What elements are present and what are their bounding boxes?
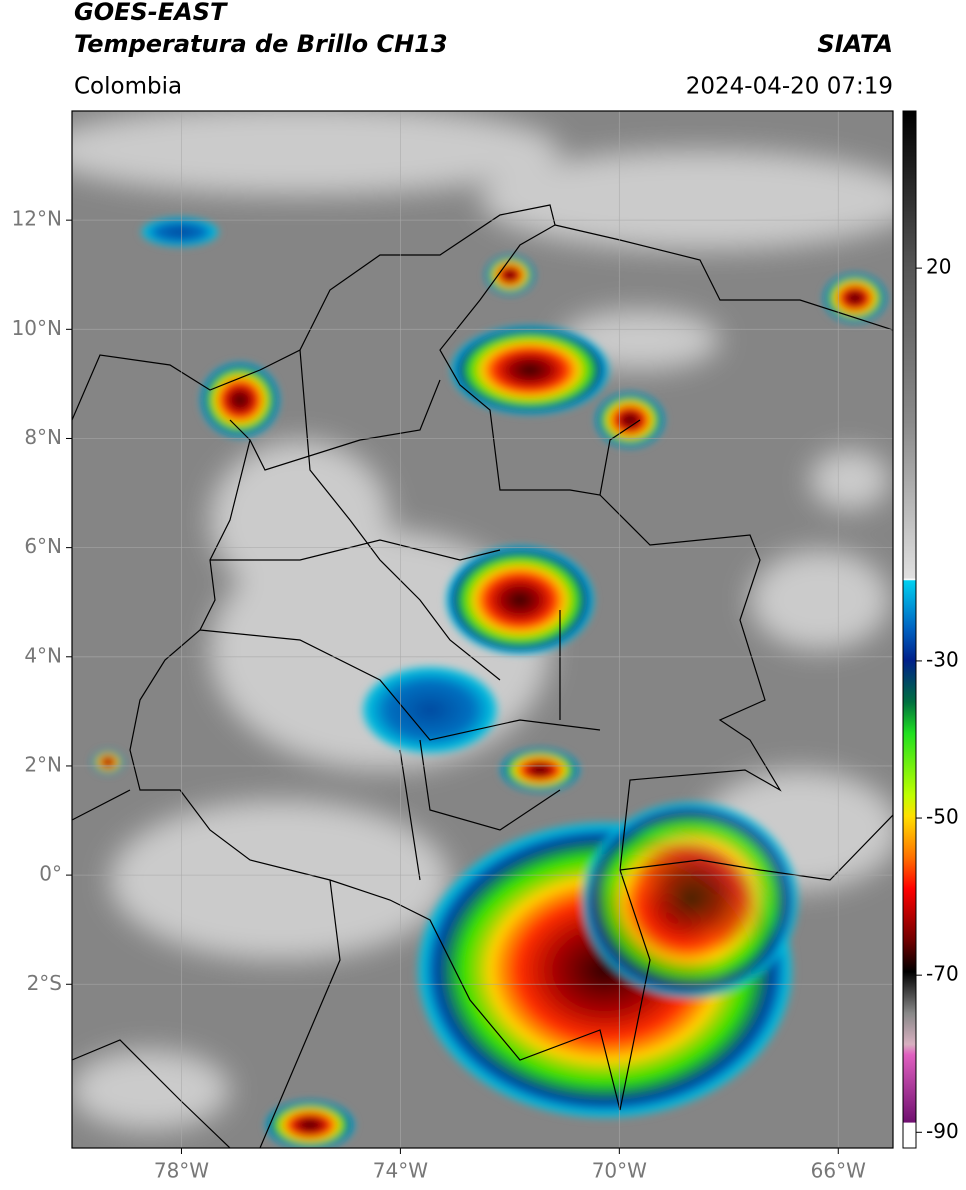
y-tick-label: 6°N: [24, 534, 62, 558]
agency: SIATA: [817, 30, 893, 58]
x-tick-label: 66°W: [811, 1159, 866, 1183]
colorbar-tick-label: 20: [926, 255, 951, 279]
colorbar-tick-label: -30: [926, 647, 959, 671]
x-tick-label: 78°W: [154, 1159, 209, 1183]
map-frame: [71, 110, 894, 1149]
y-tick-label: 4°N: [24, 643, 62, 667]
product: Temperatura de Brillo CH13: [74, 30, 448, 58]
y-tick-label: 12°N: [12, 207, 62, 231]
y-tick-label: 8°N: [24, 425, 62, 449]
x-tick-label: 74°W: [373, 1159, 428, 1183]
region: Colombia: [74, 74, 182, 100]
y-tick-label: 0°: [39, 862, 62, 886]
datetime: 2024-04-20 07:19: [686, 74, 893, 100]
colorbar: [902, 110, 917, 1149]
x-tick-label: 70°W: [592, 1159, 647, 1183]
colorbar-tick-label: -90: [926, 1119, 959, 1143]
grid: [72, 111, 893, 1148]
colorbar-tick-label: -50: [926, 805, 959, 829]
imagery: [72, 111, 893, 1148]
storms: [92, 217, 887, 1148]
borders: [72, 204, 893, 1148]
source: GOES-EAST: [74, 0, 228, 26]
y-tick-label: 10°N: [12, 316, 62, 340]
y-tick-label: 2°N: [24, 752, 62, 776]
y-tick-label: 2°S: [27, 971, 62, 995]
colorbar-tick-label: -70: [926, 962, 959, 986]
